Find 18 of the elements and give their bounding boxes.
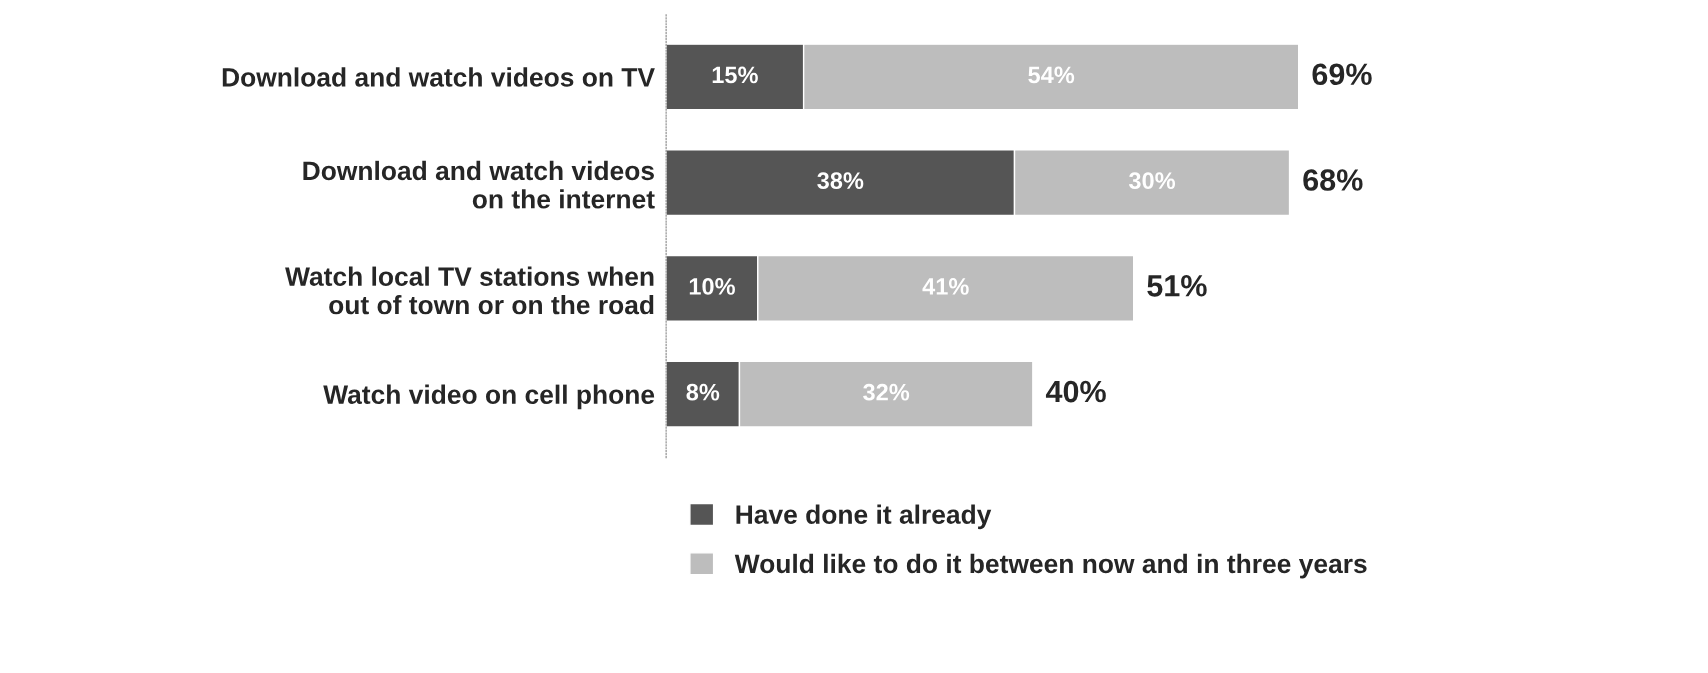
- data-label: 10%: [689, 278, 735, 295]
- legend-label: Would like to do it between now and in three years: [734, 553, 1367, 579]
- data-label: 8%: [686, 383, 720, 401]
- total-label: 69%: [1312, 63, 1372, 86]
- data-label: 32%: [863, 383, 910, 401]
- data-label: 41%: [922, 278, 969, 295]
- total-label: 68%: [1303, 169, 1363, 191]
- y-tick-label: Watch video on cell phone: [323, 384, 655, 410]
- total-label: 51%: [1147, 275, 1207, 297]
- legend-label: Have done it already: [736, 504, 992, 530]
- y-tick-label: Download and watch videos on TV: [222, 67, 655, 87]
- data-label: 30%: [1128, 172, 1176, 190]
- data-label: 54%: [1028, 66, 1075, 84]
- y-tick-label: Watch local TV stations when out of town or on the road: [285, 266, 654, 315]
- total-label: 40%: [1045, 380, 1106, 403]
- data-label: 38%: [817, 172, 864, 190]
- data-label: 15%: [712, 66, 758, 84]
- y-tick-label: Download and watch videos on the internet: [303, 160, 655, 209]
